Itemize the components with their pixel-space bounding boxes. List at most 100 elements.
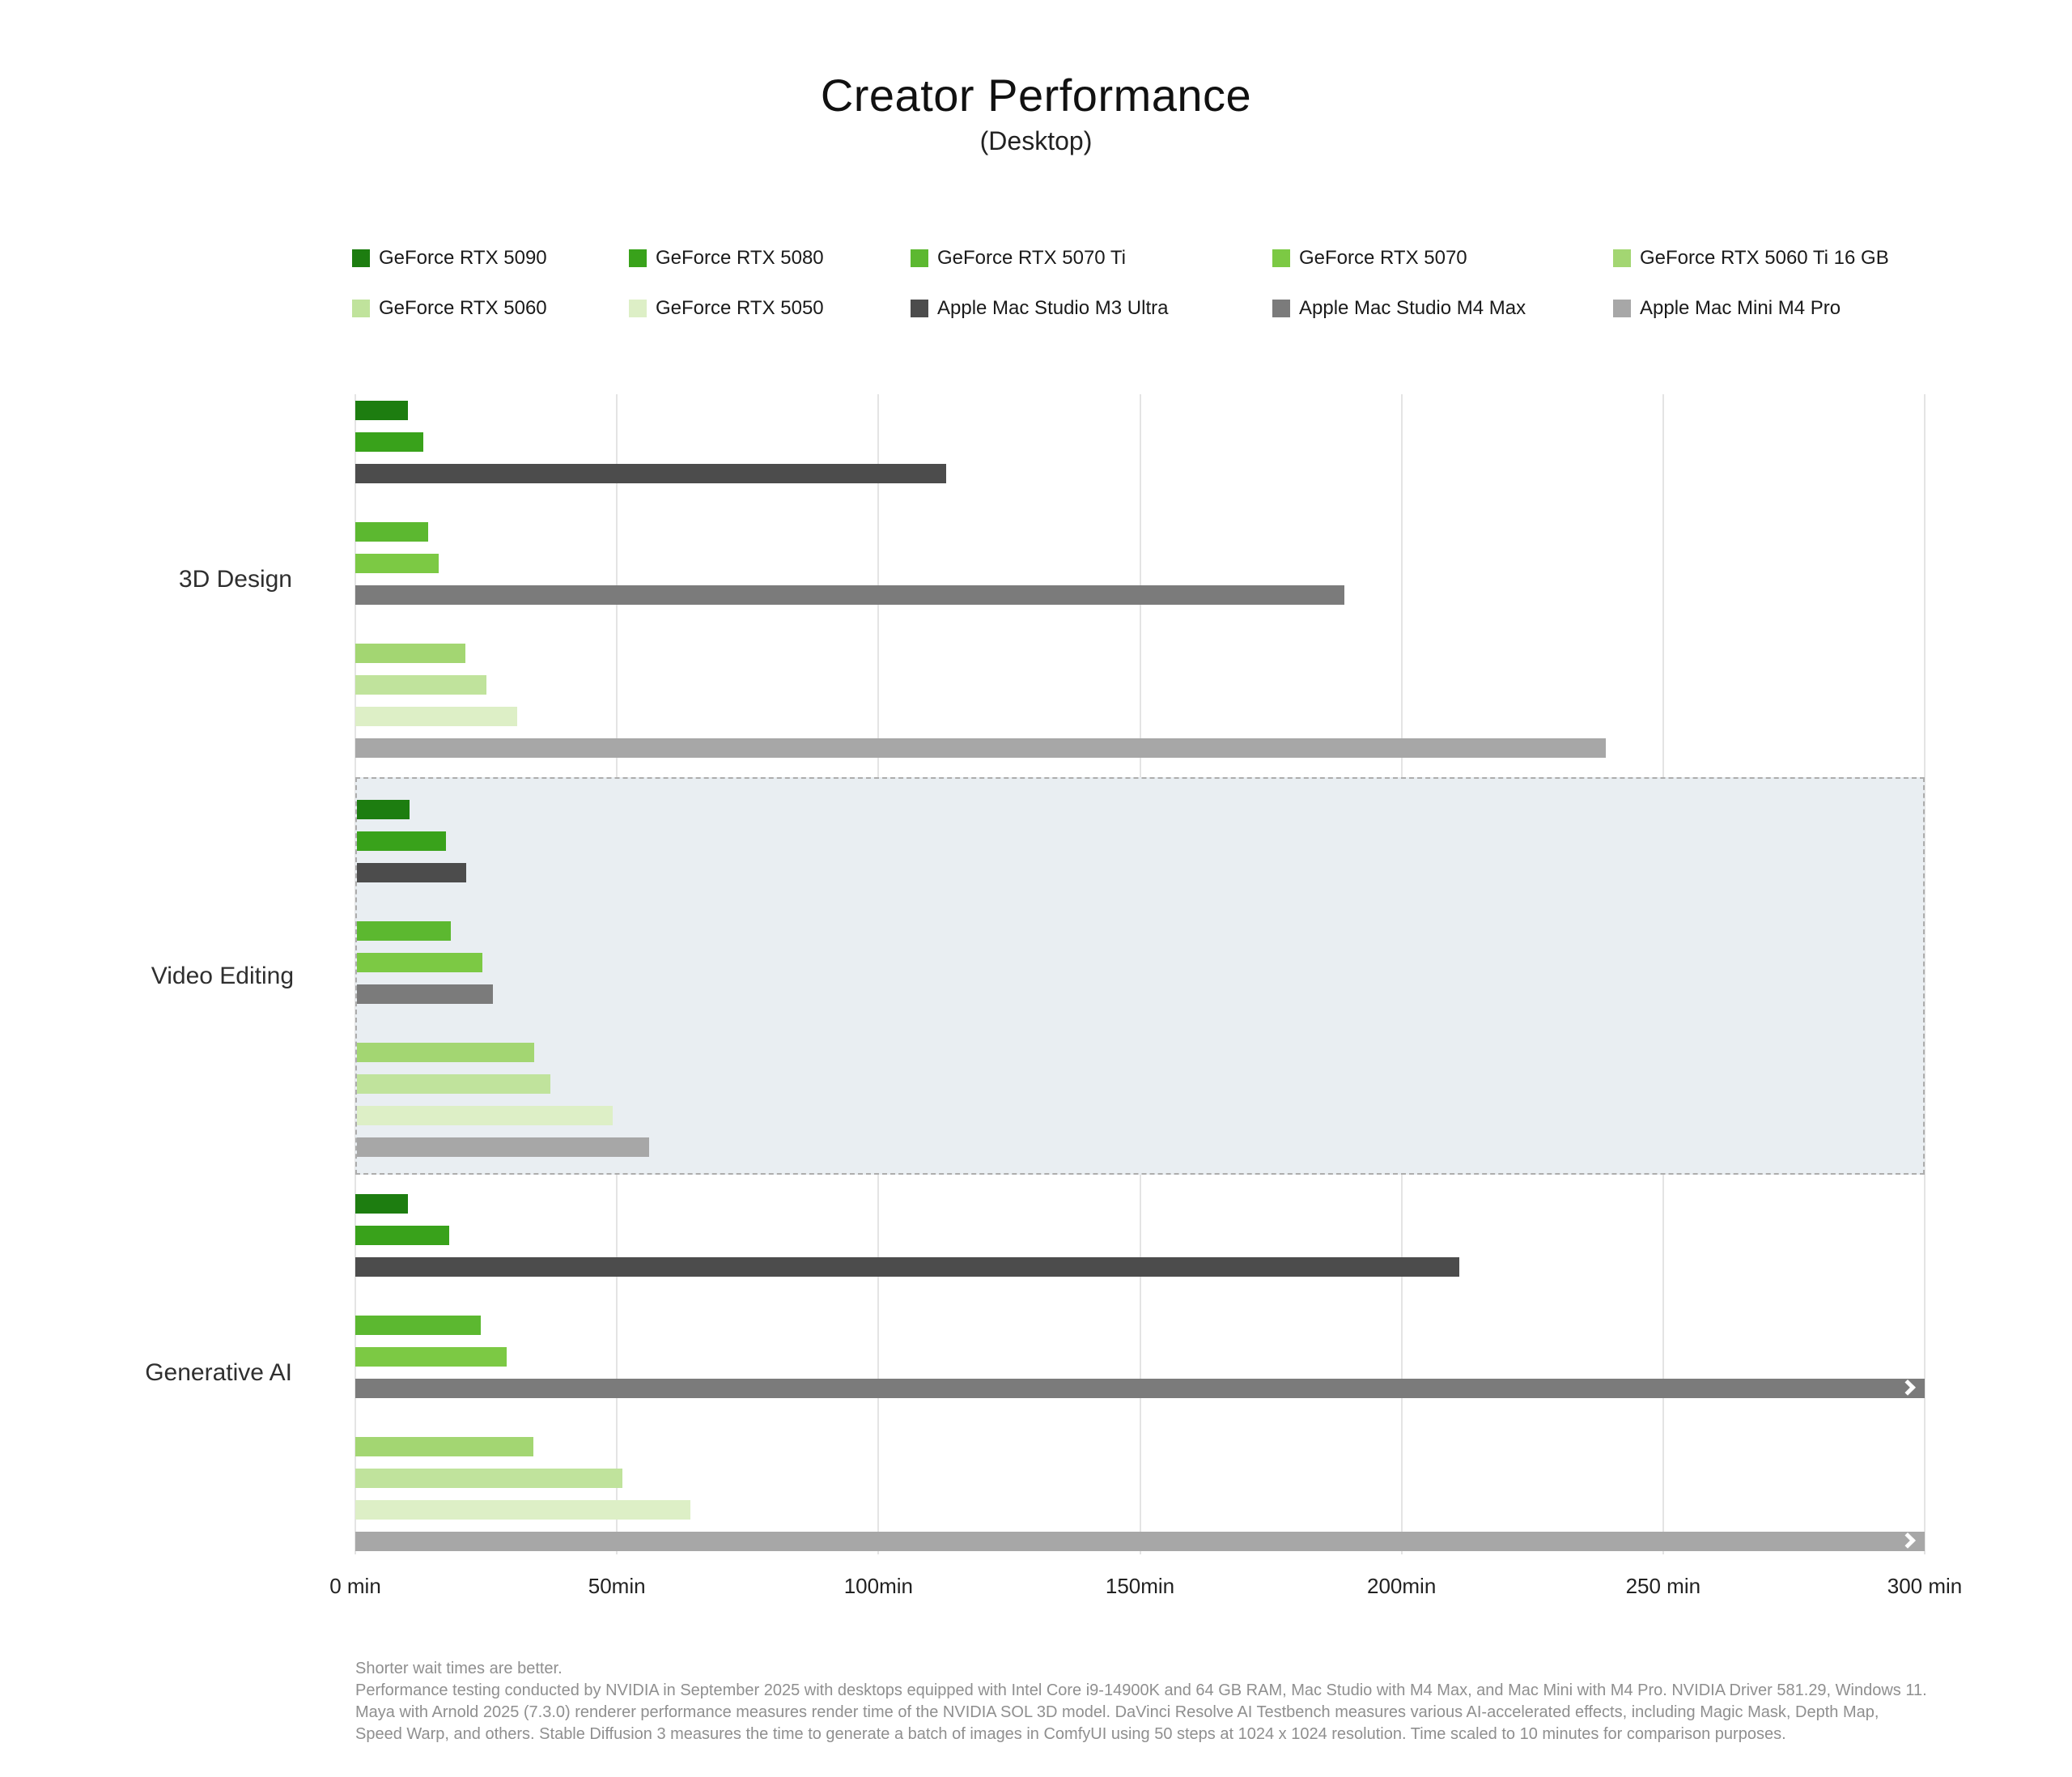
legend-swatch-icon	[1613, 300, 1631, 318]
overflow-chevron-icon	[1900, 1533, 1916, 1550]
bar-row	[355, 738, 1925, 759]
legend-label: GeForce RTX 5050	[656, 297, 824, 320]
bar-row	[357, 984, 1923, 1005]
x-axis-tick-label-250: 250 min	[1625, 1574, 1701, 1599]
bar-row	[355, 1532, 1925, 1552]
bar-row	[355, 1316, 1925, 1336]
legend-item-geforce-rtx-5090: GeForce RTX 5090	[352, 247, 629, 270]
legend-swatch-icon	[352, 249, 370, 268]
legend-swatch-icon	[352, 300, 370, 318]
bar-geforce-rtx-5080	[357, 831, 446, 852]
bar-geforce-rtx-5060	[357, 1074, 550, 1095]
bar-apple-mac-studio-m3-ultra	[355, 1257, 1459, 1277]
legend-label: GeForce RTX 5060 Ti 16 GB	[1640, 247, 1889, 270]
legend-swatch-icon	[629, 249, 647, 268]
bar-row	[355, 522, 1925, 542]
bar-geforce-rtx-5080	[355, 432, 424, 453]
bar-apple-mac-studio-m3-ultra	[355, 464, 947, 484]
categories: 3D Design Video Editing Generative AI	[145, 401, 1925, 1552]
bar-row	[355, 1437, 1925, 1457]
bar-geforce-rtx-5050	[357, 1106, 614, 1126]
bar-row	[355, 585, 1925, 606]
legend-label: GeForce RTX 5070 Ti	[937, 247, 1126, 270]
bar-apple-mac-mini-m4-pro	[355, 738, 1606, 759]
bar-row	[355, 401, 1925, 421]
bar-group	[355, 522, 1925, 606]
legend-swatch-icon	[1272, 300, 1290, 318]
bar-row	[355, 1500, 1925, 1520]
bar-geforce-rtx-5050	[355, 1500, 690, 1520]
legend-label: Apple Mac Studio M4 Max	[1299, 297, 1526, 320]
x-axis-tick-label-50: 50min	[588, 1574, 646, 1599]
plot-area: 3D Design Video Editing Generative AI	[145, 394, 1926, 1555]
bar-apple-mac-mini-m4-pro	[355, 1532, 1925, 1552]
category-generative-ai: Generative AI	[145, 1194, 1925, 1552]
bar-row	[357, 921, 1923, 942]
bar-row	[355, 1194, 1925, 1214]
bar-row	[357, 1074, 1923, 1095]
category-video-editing: Video Editing	[151, 777, 1925, 1175]
legend-item-geforce-rtx-5060: GeForce RTX 5060	[352, 297, 629, 320]
footnote-body: Performance testing conducted by NVIDIA …	[355, 1681, 1927, 1744]
legend-label: Apple Mac Mini M4 Pro	[1640, 297, 1841, 320]
bar-row	[355, 1469, 1925, 1489]
bar-row	[357, 953, 1923, 973]
bar-row	[355, 554, 1925, 574]
legend-label: Apple Mac Studio M3 Ultra	[937, 297, 1169, 320]
bar-group	[357, 1043, 1923, 1158]
bar-group	[355, 1194, 1925, 1277]
legend-swatch-icon	[629, 300, 647, 318]
bar-row	[355, 464, 1925, 484]
bar-row	[357, 800, 1923, 820]
bar-row	[355, 675, 1925, 695]
bar-group	[355, 644, 1925, 759]
chart: 3D Design Video Editing Generative AI 0 mi…	[145, 394, 1962, 1600]
x-axis-tick-label-100: 100min	[843, 1574, 913, 1599]
x-axis-tick-label-300: 300 min	[1887, 1574, 1963, 1599]
footnote: Shorter wait times are better. Performan…	[355, 1658, 1930, 1745]
legend-item-apple-mac-mini-m4-pro: Apple Mac Mini M4 Pro	[1613, 297, 1967, 320]
bar-apple-mac-studio-m4-max	[355, 1379, 1925, 1399]
legend-swatch-icon	[911, 300, 928, 318]
legend-label: GeForce RTX 5070	[1299, 247, 1467, 270]
bar-geforce-rtx-5060	[355, 1469, 622, 1489]
bar-geforce-rtx-5060-ti-16-gb	[355, 1437, 533, 1457]
category-label: Generative AI	[145, 1358, 292, 1386]
bar-row	[355, 644, 1925, 664]
chart-header: Creator Performance (Desktop)	[0, 0, 2072, 156]
bar-geforce-rtx-5060-ti-16-gb	[357, 1043, 535, 1063]
legend-item-geforce-rtx-5080: GeForce RTX 5080	[629, 247, 911, 270]
legend-item-apple-mac-studio-m4-max: Apple Mac Studio M4 Max	[1272, 297, 1613, 320]
x-axis-tick-label-150: 150min	[1105, 1574, 1175, 1599]
chart-legend: GeForce RTX 5090 GeForce RTX 5080 GeForce …	[352, 247, 1967, 320]
bar-row	[357, 1137, 1923, 1158]
bar-geforce-rtx-5080	[355, 1226, 450, 1246]
category-label: 3D Design	[178, 565, 292, 593]
legend-item-apple-mac-studio-m3-ultra: Apple Mac Studio M3 Ultra	[911, 297, 1272, 320]
legend-swatch-icon	[1272, 249, 1290, 268]
bar-group	[355, 1437, 1925, 1552]
bar-geforce-rtx-5070-ti	[357, 921, 452, 942]
bar-row	[355, 1347, 1925, 1367]
legend-item-geforce-rtx-5070-ti: GeForce RTX 5070 Ti	[911, 247, 1272, 270]
bar-geforce-rtx-5070	[355, 1347, 507, 1367]
bar-apple-mac-mini-m4-pro	[357, 1137, 650, 1158]
bar-row	[355, 1257, 1925, 1277]
bar-row	[357, 1043, 1923, 1063]
bar-geforce-rtx-5070	[357, 953, 482, 973]
bar-geforce-rtx-5070-ti	[355, 522, 429, 542]
legend-label: GeForce RTX 5060	[379, 297, 547, 320]
bar-geforce-rtx-5090	[355, 1194, 408, 1214]
chart-subtitle: (Desktop)	[979, 126, 1093, 156]
bar-group	[357, 800, 1923, 883]
bar-group	[355, 401, 1925, 484]
bar-apple-mac-studio-m4-max	[357, 984, 493, 1005]
bar-geforce-rtx-5090	[357, 800, 410, 820]
legend-item-geforce-rtx-5070: GeForce RTX 5070	[1272, 247, 1613, 270]
legend-item-geforce-rtx-5060-ti-16-gb: GeForce RTX 5060 Ti 16 GB	[1613, 247, 1967, 270]
bar-geforce-rtx-5050	[355, 707, 518, 727]
category-3d-design: 3D Design	[179, 401, 1925, 759]
legend-label: GeForce RTX 5080	[656, 247, 824, 270]
bar-geforce-rtx-5090	[355, 401, 408, 421]
